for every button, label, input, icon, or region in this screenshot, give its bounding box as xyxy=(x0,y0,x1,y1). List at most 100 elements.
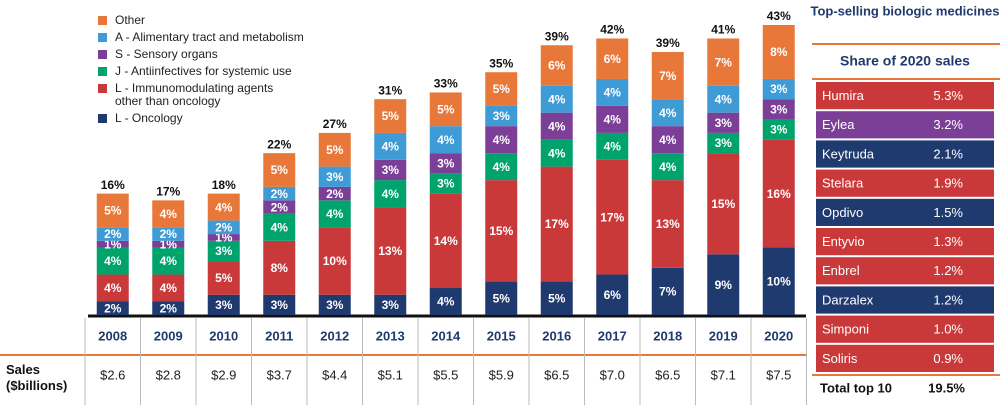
legend-item: A - Alimentary tract and metabolism xyxy=(98,31,313,44)
bar-segment xyxy=(96,193,129,228)
total-label: 18% xyxy=(212,178,236,192)
bar-segment xyxy=(540,166,573,282)
data-label: 6% xyxy=(604,52,622,66)
data-label: 3% xyxy=(715,116,733,130)
x-tick-label: 2008 xyxy=(98,328,127,343)
side-row-share: 1.5% xyxy=(933,205,963,220)
x-tick-label: 2009 xyxy=(154,328,183,343)
side-title: Top-selling biologic medicines xyxy=(810,3,999,18)
legend-item: J - Antiinfectives for systemic use xyxy=(98,65,313,78)
data-label: 6% xyxy=(548,59,566,73)
bar-segment xyxy=(429,92,462,127)
side-row-share: 1.3% xyxy=(933,234,963,249)
bar-segment xyxy=(318,186,351,201)
side-row-share: 3.2% xyxy=(933,117,963,132)
bar-segment xyxy=(263,186,296,201)
total-label: 27% xyxy=(323,117,347,131)
x-tick-label: 2014 xyxy=(431,328,461,343)
data-label: 4% xyxy=(326,207,344,221)
bar-segment xyxy=(96,274,129,302)
data-label: 15% xyxy=(489,224,513,238)
legend-swatch xyxy=(98,50,107,59)
bar-segment xyxy=(540,281,573,315)
bar-segment xyxy=(485,281,518,315)
x-tick-label: 2020 xyxy=(764,328,793,343)
data-label: 5% xyxy=(104,204,122,218)
bar-segment xyxy=(651,153,684,181)
total-label: 41% xyxy=(711,23,735,37)
data-label: 2% xyxy=(160,301,178,315)
side-row-share: 1.2% xyxy=(933,263,963,278)
total-label: 16% xyxy=(101,178,125,192)
data-label: 3% xyxy=(437,156,455,170)
data-label: 5% xyxy=(382,109,400,123)
data-label: 3% xyxy=(326,170,344,184)
data-label: 2% xyxy=(215,220,233,234)
data-label: 4% xyxy=(604,113,622,127)
bar-segment xyxy=(651,180,684,268)
sales-value: $2.8 xyxy=(156,367,181,382)
data-label: 2% xyxy=(160,227,178,241)
bar-segment xyxy=(318,200,351,228)
bar-segment xyxy=(318,166,351,187)
bar-segment xyxy=(374,207,407,295)
bar-segment xyxy=(152,274,185,302)
legend-item: Other xyxy=(98,14,313,27)
legend-swatch xyxy=(98,33,107,42)
bar-segment xyxy=(596,105,629,133)
side-row-name: Enbrel xyxy=(822,263,860,278)
bar-segment xyxy=(207,193,240,221)
data-label: 3% xyxy=(326,298,344,312)
data-label: 17% xyxy=(545,217,569,231)
total-label: 22% xyxy=(267,137,291,151)
bar-segment xyxy=(540,85,573,113)
bar-segment xyxy=(540,45,573,86)
data-label: 3% xyxy=(437,177,455,191)
sales-value: $5.1 xyxy=(378,367,403,382)
bar-segment xyxy=(762,247,795,315)
sales-value: $6.5 xyxy=(655,367,680,382)
data-label: 2% xyxy=(271,200,289,214)
sales-value: $7.5 xyxy=(766,367,791,382)
bar-segment xyxy=(263,213,296,241)
data-label: 7% xyxy=(659,285,677,299)
data-label: 13% xyxy=(378,244,402,258)
bar-segment xyxy=(707,38,740,86)
data-label: 4% xyxy=(382,187,400,201)
side-row-name: Entyvio xyxy=(822,234,865,249)
side-subtitle: Share of 2020 sales xyxy=(840,53,970,69)
side-row xyxy=(816,228,994,256)
data-label: 4% xyxy=(160,207,178,221)
legend-label: S - Sensory organs xyxy=(115,47,218,61)
data-label: 4% xyxy=(604,86,622,100)
x-tick-label: 2012 xyxy=(320,328,349,343)
data-label: 10% xyxy=(767,274,791,288)
data-label: 1% xyxy=(215,231,233,245)
x-tick-label: 2019 xyxy=(709,328,738,343)
bar-segment xyxy=(318,132,351,167)
data-label: 4% xyxy=(437,295,455,309)
side-row xyxy=(816,315,994,343)
data-label: 4% xyxy=(659,160,677,174)
data-label: 2% xyxy=(326,187,344,201)
x-tick-label: 2010 xyxy=(209,328,238,343)
side-row-name: Opdivo xyxy=(822,205,863,220)
total-label: 42% xyxy=(600,23,624,37)
bar-segment xyxy=(429,126,462,154)
bar-segment xyxy=(707,254,740,315)
bar-segment xyxy=(152,200,185,228)
data-label: 1% xyxy=(160,237,178,251)
data-label: 17% xyxy=(600,210,624,224)
bar-segment xyxy=(485,126,518,154)
data-label: 4% xyxy=(104,254,122,268)
data-label: 3% xyxy=(770,82,788,96)
bar-segment xyxy=(263,240,296,295)
side-row xyxy=(816,198,994,226)
bar-segment xyxy=(374,159,407,181)
bar-segment xyxy=(651,51,684,100)
data-label: 4% xyxy=(437,133,455,147)
side-row xyxy=(816,140,994,168)
bar-segment xyxy=(485,105,518,127)
data-label: 4% xyxy=(715,92,733,106)
